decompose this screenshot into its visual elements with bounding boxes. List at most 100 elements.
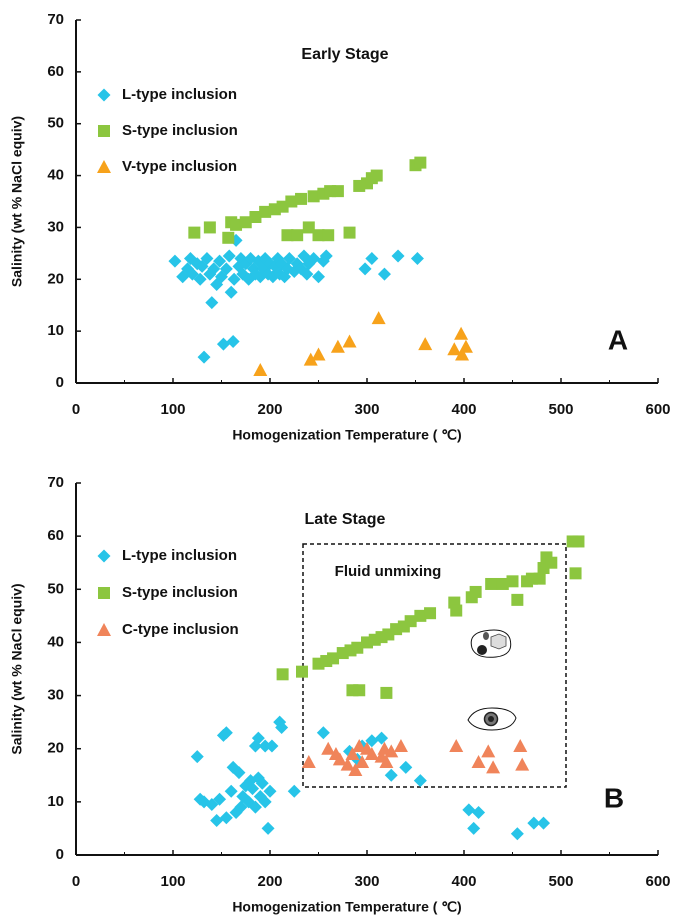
data-point — [537, 816, 551, 830]
data-point — [450, 604, 463, 617]
y-tick-label: 10 — [47, 322, 64, 339]
data-point — [572, 535, 585, 548]
data-point — [285, 195, 298, 208]
data-point — [486, 760, 501, 774]
legend-marker — [97, 160, 111, 173]
data-point — [410, 252, 424, 266]
data-point — [340, 757, 355, 771]
data-point — [205, 798, 219, 812]
data-point — [307, 190, 320, 203]
data-point — [291, 229, 304, 242]
data-point — [481, 744, 496, 758]
y-tick-label: 60 — [47, 63, 64, 80]
data-point — [255, 776, 269, 790]
y-tick-label: 30 — [47, 218, 64, 235]
data-point — [249, 211, 262, 224]
data-point — [200, 252, 214, 266]
x-tick-label: 400 — [451, 401, 476, 418]
y-tick-label: 70 — [47, 474, 64, 491]
data-point — [515, 757, 530, 771]
data-point — [234, 800, 248, 814]
legend-marker — [98, 587, 110, 599]
chart-title: Late Stage — [305, 511, 386, 528]
y-axis-label: Salinity (wt % NaCl equiv) — [9, 116, 25, 287]
data-point — [377, 267, 391, 281]
data-point — [219, 262, 233, 276]
data-point — [345, 747, 360, 761]
data-point — [533, 572, 546, 585]
data-point — [352, 739, 367, 753]
unmixing-box — [302, 543, 567, 788]
data-point — [449, 739, 464, 753]
y-axis-label: Salinity (wt % NaCl equiv) — [9, 583, 25, 754]
y-tick-label: 0 — [56, 846, 64, 863]
y-tick-label: 10 — [47, 793, 64, 810]
data-point — [300, 267, 314, 281]
data-point — [511, 593, 524, 606]
x-tick-label: 100 — [160, 401, 185, 418]
data-point — [513, 739, 528, 753]
data-point — [319, 249, 333, 263]
x-tick-label: 100 — [160, 873, 185, 890]
data-point — [393, 739, 408, 753]
data-point — [247, 262, 261, 276]
data-point — [332, 752, 347, 766]
inclusion-icon — [467, 707, 517, 731]
data-point — [263, 784, 277, 798]
data-point — [370, 169, 383, 182]
data-point — [297, 249, 311, 263]
x-tick-label: 500 — [548, 401, 573, 418]
data-point — [391, 249, 405, 263]
legend-marker — [97, 623, 111, 636]
x-tick-label: 600 — [645, 873, 670, 890]
data-point — [301, 755, 316, 768]
data-point — [205, 296, 219, 310]
legend-label: L-type inclusion — [122, 547, 237, 564]
y-tick-label: 0 — [56, 374, 64, 391]
data-point — [462, 803, 476, 817]
x-tick-label: 600 — [645, 401, 670, 418]
data-point — [207, 262, 221, 276]
data-point — [248, 800, 262, 814]
legend-label: S-type inclusion — [122, 584, 238, 601]
x-tick-label: 0 — [72, 873, 80, 890]
data-point — [454, 326, 469, 340]
data-point — [246, 782, 260, 796]
data-point — [265, 739, 279, 753]
data-point — [253, 363, 268, 377]
data-point — [210, 813, 224, 827]
data-point — [424, 607, 437, 620]
data-point — [216, 337, 230, 351]
data-point — [227, 272, 241, 286]
data-point — [414, 156, 427, 169]
x-tick-label: 300 — [354, 401, 379, 418]
data-point — [365, 252, 379, 266]
data-point — [358, 262, 372, 276]
legend-label: L-type inclusion — [122, 86, 237, 103]
data-point — [188, 226, 201, 239]
data-point — [351, 641, 364, 654]
data-point — [251, 731, 265, 745]
y-tick-label: 40 — [47, 167, 64, 184]
data-point — [281, 229, 294, 242]
data-point — [527, 816, 541, 830]
y-tick-label: 70 — [47, 11, 64, 28]
data-point — [471, 755, 486, 768]
data-point — [219, 726, 233, 740]
data-point — [316, 726, 330, 740]
data-point — [276, 668, 289, 681]
data-point — [224, 784, 238, 798]
data-point — [275, 720, 289, 734]
data-point — [322, 229, 335, 242]
legend-marker — [97, 549, 111, 563]
x-tick-label: 500 — [548, 873, 573, 890]
panel-label: B — [604, 782, 624, 813]
data-point — [190, 750, 204, 764]
data-point — [569, 567, 582, 580]
data-point — [224, 285, 238, 299]
data-point — [222, 249, 236, 263]
data-point — [485, 577, 498, 590]
data-point — [311, 347, 326, 361]
data-point — [230, 218, 243, 231]
x-tick-label: 200 — [257, 401, 282, 418]
